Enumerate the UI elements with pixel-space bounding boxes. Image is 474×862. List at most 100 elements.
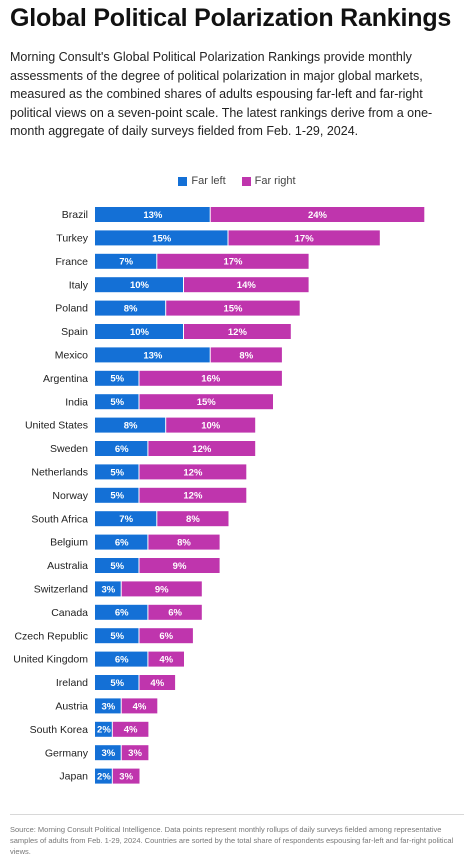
bar-far-left-spain[interactable] [95,324,183,339]
bar-far-left-japan[interactable] [95,768,112,784]
bar-far-left-mexico[interactable] [95,347,210,363]
chart-title: Global Political Polarization Rankings [10,4,452,32]
bar-far-right-mexico[interactable] [210,347,282,363]
bar-far-left-south-africa[interactable] [95,511,157,527]
bar-far-right-argentina[interactable] [139,370,282,386]
bar-value-far-right-turkey: 17% [295,233,315,244]
bar-far-right-germany[interactable] [121,745,149,761]
bar-far-right-australia[interactable] [139,558,220,573]
bar-value-far-right-india: 15% [197,397,217,408]
bar-far-right-switzerland[interactable] [121,581,202,597]
bar-far-right-turkey[interactable] [228,230,380,246]
bar-far-left-austria[interactable] [95,698,121,714]
bar-far-left-france[interactable] [95,253,157,269]
bar-value-far-left-france: 7% [119,257,133,268]
bar-far-right-japan[interactable] [112,768,140,784]
category-label-brazil: Brazil [62,209,88,221]
bar-far-right-spain[interactable] [184,324,291,339]
bar-far-right-austria[interactable] [121,698,158,714]
bar-far-right-sweden[interactable] [148,441,256,456]
bar-far-left-sweden[interactable] [95,441,148,456]
bar-far-right-canada[interactable] [148,604,202,620]
bar-value-far-right-mexico: 8% [239,350,253,361]
bar-value-far-left-belgium: 6% [115,538,129,549]
category-label-turkey: Turkey [56,233,88,245]
legend-item-far-right[interactable]: Far right [241,175,296,187]
bar-value-far-left-united-states: 8% [124,421,138,432]
bar-far-left-czech-republic[interactable] [95,628,139,644]
category-label-canada: Canada [51,607,88,619]
category-label-spain: Spain [61,326,88,338]
legend-swatch-far-left [178,176,188,186]
bar-far-right-belgium[interactable] [148,534,220,550]
bar-value-far-left-japan: 2% [97,772,111,783]
bar-value-far-left-ireland: 5% [110,678,124,689]
bar-far-left-switzerland[interactable] [95,581,121,597]
bar-value-far-left-netherlands: 5% [110,467,124,478]
bar-far-left-united-kingdom[interactable] [95,651,148,667]
bar-value-far-left-south-korea: 2% [97,725,111,736]
bar-value-far-right-australia: 9% [173,561,187,572]
bar-far-right-brazil[interactable] [210,207,425,222]
bar-far-left-belgium[interactable] [95,534,148,550]
bar-value-far-right-netherlands: 12% [183,467,203,478]
bar-far-right-south-korea[interactable] [112,721,149,737]
bar-value-far-right-brazil: 24% [308,210,328,221]
category-label-india: India [65,396,88,408]
bar-far-right-norway[interactable] [139,487,247,503]
bar-far-left-italy[interactable] [95,277,183,293]
category-label-norway: Norway [52,490,88,502]
bar-value-far-left-czech-republic: 5% [110,631,124,642]
bar-far-right-united-kingdom[interactable] [148,651,184,667]
bar-far-left-brazil[interactable] [95,207,210,222]
category-label-austria: Austria [55,701,88,713]
bar-value-far-right-south-africa: 8% [186,514,200,525]
bar-far-left-australia[interactable] [95,558,139,573]
legend-label-far-right: Far right [254,175,296,187]
bar-far-right-italy[interactable] [184,277,309,293]
bar-far-left-argentina[interactable] [95,370,139,386]
bar-value-far-right-austria: 4% [133,701,147,712]
bar-value-far-right-argentina: 16% [201,374,221,385]
bar-far-left-canada[interactable] [95,604,148,620]
bar-far-left-netherlands[interactable] [95,464,139,480]
category-label-japan: Japan [59,771,88,783]
bar-far-right-france[interactable] [157,253,309,269]
bar-value-far-right-united-kingdom: 4% [159,655,173,666]
bar-value-far-right-poland: 15% [223,304,243,315]
bar-far-left-germany[interactable] [95,745,121,761]
bar-value-far-left-norway: 5% [110,491,124,502]
bar-far-left-india[interactable] [95,394,139,410]
bar-far-right-netherlands[interactable] [139,464,247,480]
legend-swatch-far-right [241,176,251,186]
bar-value-far-right-belgium: 8% [177,538,191,549]
bar-value-far-left-italy: 10% [130,280,150,291]
category-label-mexico: Mexico [55,350,88,362]
bar-far-left-norway[interactable] [95,487,139,503]
category-label-south-korea: South Korea [30,724,89,736]
bar-far-left-poland[interactable] [95,300,166,316]
bar-far-right-united-states[interactable] [166,417,256,433]
bar-value-far-right-sweden: 12% [192,444,212,455]
legend-item-far-left[interactable]: Far left [178,175,226,187]
bar-value-far-right-south-korea: 4% [124,725,138,736]
bar-far-left-united-states[interactable] [95,417,166,433]
bar-value-far-right-czech-republic: 6% [159,631,173,642]
category-label-germany: Germany [45,747,89,759]
stacked-bar-chart: Brazil 13% 24% Turkey 15% 17% France 7% 17% Italy… [13,207,425,784]
category-label-united-kingdom: United Kingdom [13,654,88,666]
bar-value-far-right-switzerland: 9% [155,584,169,595]
bar-value-far-left-australia: 5% [110,561,124,572]
bar-far-left-turkey[interactable] [95,230,228,246]
bar-far-right-south-africa[interactable] [157,511,229,527]
bar-far-right-poland[interactable] [166,300,300,316]
bar-value-far-left-india: 5% [110,397,124,408]
bar-far-left-south-korea[interactable] [95,721,112,737]
bar-far-right-ireland[interactable] [139,675,176,690]
bar-far-left-ireland[interactable] [95,675,139,690]
footer-divider [10,814,464,815]
bar-far-right-india[interactable] [139,394,274,410]
bar-value-far-right-germany: 3% [128,748,142,759]
category-label-argentina: Argentina [43,373,88,385]
bar-far-right-czech-republic[interactable] [139,628,193,644]
